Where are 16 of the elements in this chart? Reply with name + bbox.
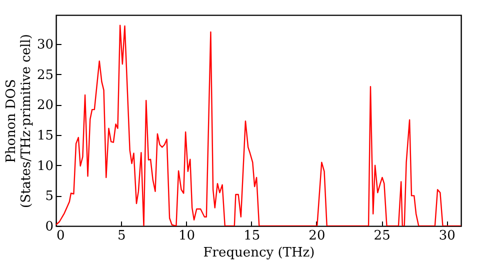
x-tick-label: 30 bbox=[438, 228, 456, 244]
y-axis-title: Phonon DOS (States/THz·primitive cell) bbox=[4, 34, 34, 208]
x-tick-label: 20 bbox=[308, 228, 326, 244]
x-axis-title: Frequency (THz) bbox=[203, 246, 315, 260]
y-tick-label: 30 bbox=[36, 38, 54, 53]
y-tick-label: 15 bbox=[36, 128, 54, 144]
x-tick-label: 15 bbox=[244, 228, 260, 244]
y-tick-label: 20 bbox=[36, 98, 54, 114]
y-tick-label: 5 bbox=[45, 189, 54, 204]
x-tick-label: 5 bbox=[117, 228, 126, 244]
y-tick-label: 10 bbox=[36, 158, 54, 174]
line-series bbox=[56, 24, 461, 226]
x-tick-label: 10 bbox=[178, 228, 195, 244]
x-tick-label: 25 bbox=[374, 228, 390, 244]
y-tick-label: 25 bbox=[36, 68, 54, 83]
x-tick-label: 0 bbox=[56, 228, 65, 244]
